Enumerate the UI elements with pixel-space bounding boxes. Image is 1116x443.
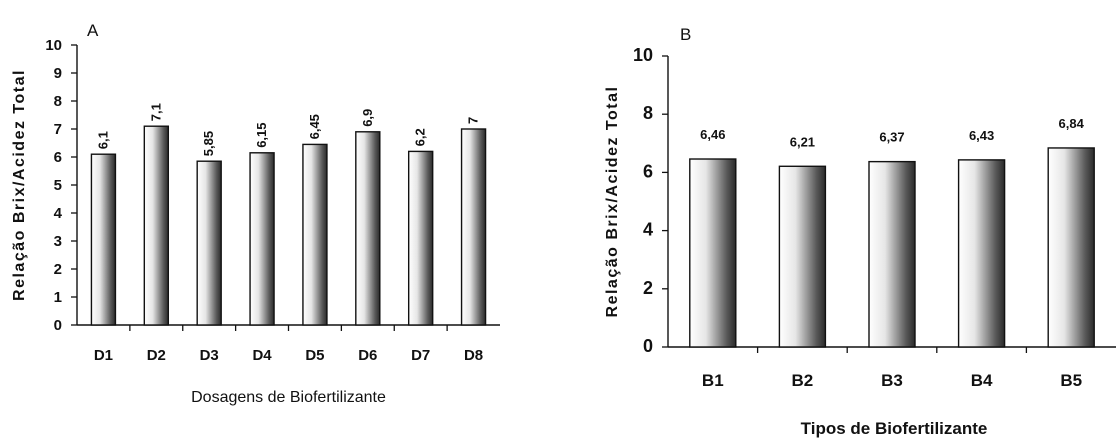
x-tick-label: D7	[411, 347, 430, 364]
y-tick-label: 1	[54, 289, 62, 306]
data-label: 6,46	[700, 127, 725, 142]
data-label: 6,9	[360, 109, 375, 127]
y-tick-label: 8	[643, 103, 653, 123]
x-axis-title: Dosagens de Biofertilizante	[191, 389, 386, 406]
data-label: 6,45	[307, 114, 322, 139]
y-tick-label: 3	[54, 233, 62, 250]
y-tick-label: 4	[54, 205, 63, 222]
x-tick-label: D8	[464, 347, 483, 364]
bar	[460, 128, 487, 326]
y-tick-label: 0	[643, 336, 653, 356]
chart-panel-a: A 0 1 2 3 4 5 6 7 8 9 10 D1 6,1 D2 7,1 D3 5,85 D4 6,15 D5 6,4…	[11, 21, 500, 406]
panel-label: B	[680, 25, 691, 44]
bar	[355, 131, 381, 326]
data-label: 7,1	[148, 103, 163, 121]
x-tick-label: D5	[305, 347, 324, 364]
y-tick-label: 6	[643, 161, 653, 181]
y-tick-label: 10	[633, 45, 653, 65]
data-label: 5,85	[201, 131, 216, 156]
y-axis-title: Relação Brix/Acidez Total	[604, 86, 621, 318]
bar	[957, 159, 1006, 348]
y-tick-label: 9	[54, 65, 62, 82]
data-label: 6,15	[254, 122, 269, 147]
x-tick-label: D6	[358, 347, 377, 364]
panel-label: A	[87, 21, 99, 40]
bar	[868, 160, 916, 348]
x-tick-label: B5	[1060, 371, 1082, 390]
bar	[143, 125, 170, 326]
x-tick-label: B4	[971, 371, 993, 390]
x-tick-label: D3	[200, 347, 219, 364]
bar	[90, 153, 117, 326]
data-label: 6,84	[1059, 116, 1085, 131]
data-label: 6,1	[95, 131, 110, 149]
bar	[302, 143, 328, 326]
bar	[778, 165, 827, 348]
y-tick-label: 2	[643, 278, 653, 298]
y-tick-label: 0	[54, 317, 62, 334]
chart-panel-b: B 0 2 4 6 8 10 B1 6,46 B2 6,21 B3 6,37 B4 6,43 B5 6,84 Re…	[604, 25, 1116, 438]
x-tick-label: D2	[147, 347, 166, 364]
y-axis-title: Relação Brix/Acidez Total	[11, 69, 28, 301]
bar	[689, 158, 737, 348]
x-tick-label: B1	[702, 371, 724, 390]
y-tick-label: 2	[54, 261, 62, 278]
bar	[249, 152, 275, 326]
x-tick-label: D1	[94, 347, 113, 364]
data-label: 6,21	[790, 134, 815, 149]
y-tick-label: 10	[45, 37, 62, 54]
x-tick-label: B2	[792, 371, 814, 390]
bar	[407, 150, 434, 326]
y-tick-label: 4	[643, 220, 653, 240]
y-tick-label: 5	[54, 177, 62, 194]
bar	[196, 160, 222, 326]
bar	[1047, 147, 1095, 348]
y-tick-label: 8	[54, 93, 62, 110]
y-tick-label: 6	[54, 149, 62, 166]
data-label: 6,2	[413, 128, 428, 146]
x-tick-label: B3	[881, 371, 903, 390]
data-label: 6,43	[969, 128, 994, 143]
data-label: 7	[466, 117, 481, 124]
x-axis-title: Tipos de Biofertilizante	[801, 419, 988, 438]
x-tick-label: D4	[252, 347, 272, 364]
data-label: 6,37	[879, 130, 904, 145]
y-tick-label: 7	[54, 121, 62, 138]
